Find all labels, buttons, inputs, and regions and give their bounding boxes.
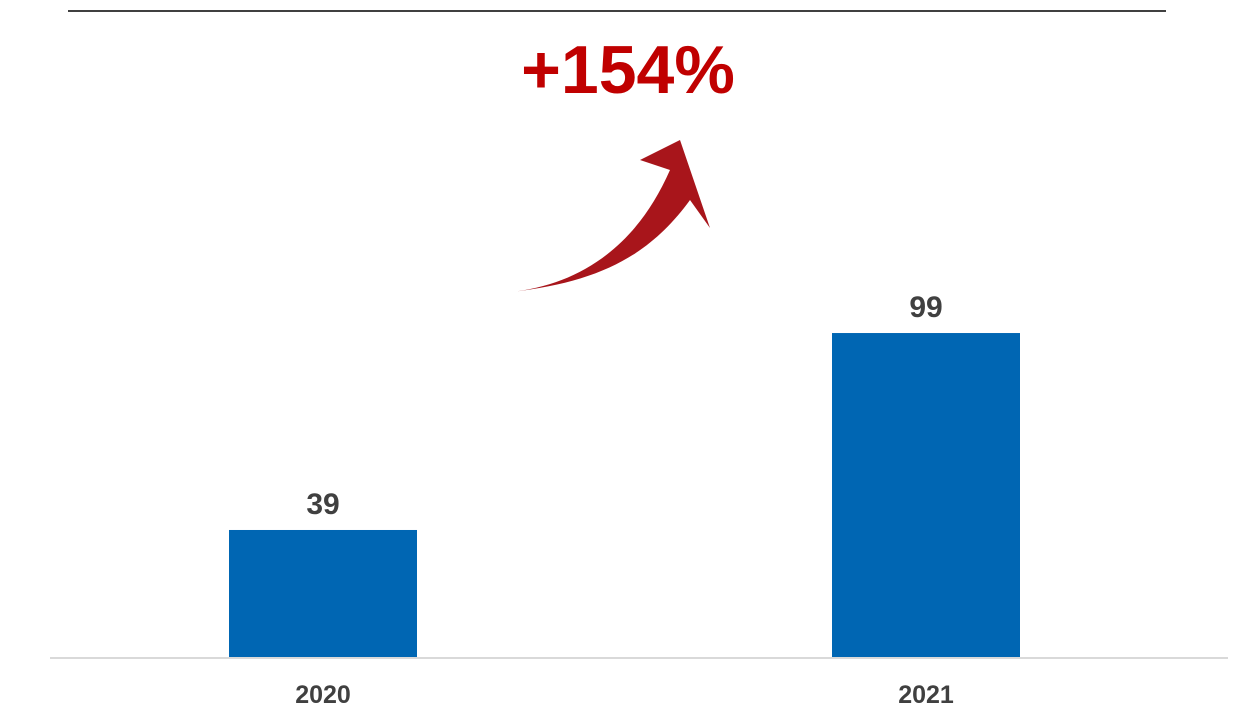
- bars-group: [229, 333, 1020, 658]
- x-tick-label-2021: 2021: [898, 681, 954, 709]
- data-label-2021: 99: [909, 291, 942, 324]
- x-tick-label-2020: 2020: [295, 681, 351, 709]
- bar-2021: [832, 333, 1020, 658]
- data-label-2020: 39: [306, 488, 339, 521]
- growth-annotation: +154%: [521, 32, 735, 108]
- bar-2020: [229, 529, 417, 658]
- growth-arrow-icon: [511, 140, 710, 292]
- x-tick-labels-group: 2020 2021: [295, 681, 954, 709]
- data-labels-group: 39 99: [306, 291, 942, 521]
